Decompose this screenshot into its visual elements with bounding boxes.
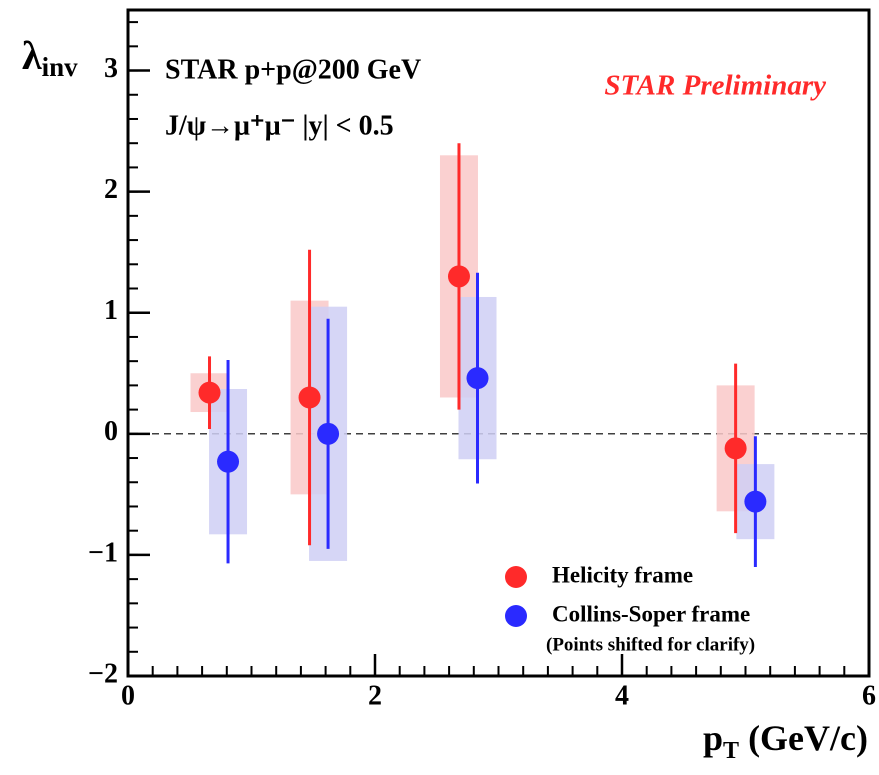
point [447, 265, 470, 288]
point [217, 450, 240, 473]
legend-label: Helicity frame [552, 562, 693, 587]
legend-marker [505, 566, 527, 588]
y-axis-label: λinv [22, 33, 78, 82]
x-tick-label: 2 [368, 680, 382, 711]
x-tick-label: 4 [615, 680, 629, 711]
x-axis-label: pT (GeV/c) [703, 718, 868, 763]
y-tick-label: 1 [104, 295, 118, 326]
y-tick-label: −1 [88, 537, 118, 568]
chart-subtitle: J/ψ→μ⁺μ⁻ |y| < 0.5 [165, 110, 394, 141]
x-label-sub: T [723, 738, 739, 764]
watermark: STAR Preliminary [604, 70, 826, 102]
x-tick-label: 6 [862, 680, 876, 711]
y-label-symbol: λ [22, 33, 42, 78]
point [298, 386, 321, 409]
x-label-unit: (GeV/c) [739, 718, 868, 758]
x-tick-label: 0 [121, 680, 135, 711]
x-label-symbol: p [703, 718, 723, 758]
chart-title: STAR p+p@200 GeV [165, 54, 421, 85]
y-tick-label: −2 [88, 658, 118, 689]
point [466, 367, 489, 390]
y-tick-label: 3 [104, 53, 118, 84]
y-tick-label: 2 [104, 174, 118, 205]
legend-label: Collins-Soper frame [552, 601, 750, 626]
point [198, 381, 221, 404]
point [317, 422, 340, 445]
point [744, 490, 767, 513]
note: (Points shifted for clarify) [546, 634, 755, 655]
legend-marker [505, 605, 527, 627]
y-label-sub: inv [42, 52, 79, 82]
y-tick-label: 0 [104, 416, 118, 447]
point [724, 437, 747, 460]
